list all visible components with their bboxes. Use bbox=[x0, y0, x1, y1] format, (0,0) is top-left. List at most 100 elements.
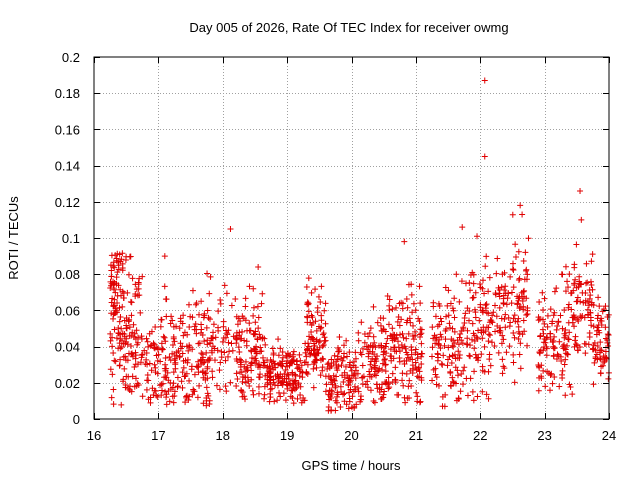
data-point bbox=[467, 375, 474, 382]
data-point bbox=[449, 374, 456, 381]
data-point bbox=[466, 308, 473, 315]
data-point bbox=[412, 346, 419, 353]
data-point bbox=[576, 278, 583, 285]
data-point bbox=[461, 315, 468, 322]
chart-title: Day 005 of 2026, Rate Of TEC Index for r… bbox=[189, 20, 508, 35]
data-point bbox=[203, 384, 210, 391]
data-point bbox=[457, 388, 464, 395]
data-point bbox=[162, 355, 169, 362]
data-point bbox=[418, 374, 425, 381]
data-point bbox=[387, 332, 394, 339]
data-point bbox=[553, 356, 560, 363]
data-point bbox=[281, 370, 288, 377]
data-point bbox=[115, 324, 122, 331]
data-point bbox=[334, 356, 341, 363]
data-point bbox=[469, 294, 476, 301]
data-point bbox=[455, 396, 462, 403]
data-point bbox=[551, 288, 558, 295]
x-tick-label: 20 bbox=[344, 428, 358, 443]
data-point bbox=[504, 295, 511, 302]
x-tick-label: 22 bbox=[473, 428, 487, 443]
data-point bbox=[541, 320, 548, 327]
x-tick-label: 19 bbox=[280, 428, 294, 443]
data-point bbox=[132, 361, 139, 368]
data-point bbox=[128, 312, 135, 319]
data-point bbox=[562, 327, 569, 334]
data-point bbox=[379, 394, 386, 401]
y-tick-label: 0.06 bbox=[55, 303, 80, 318]
data-point bbox=[377, 322, 384, 329]
x-tick-label: 24 bbox=[602, 428, 616, 443]
data-point bbox=[571, 264, 578, 271]
data-point bbox=[402, 399, 409, 406]
data-point bbox=[542, 339, 549, 346]
data-point bbox=[562, 346, 569, 353]
data-point bbox=[588, 258, 595, 265]
data-point bbox=[571, 337, 578, 344]
data-point bbox=[259, 290, 266, 297]
data-point bbox=[447, 370, 454, 377]
data-point bbox=[115, 259, 122, 266]
data-point bbox=[259, 334, 266, 341]
data-point bbox=[389, 370, 396, 377]
data-point bbox=[118, 344, 125, 351]
data-point bbox=[161, 283, 168, 290]
data-point bbox=[365, 333, 372, 340]
data-point bbox=[386, 296, 393, 303]
data-point bbox=[383, 340, 390, 347]
data-point bbox=[597, 339, 604, 346]
data-point bbox=[138, 352, 145, 359]
data-point bbox=[242, 295, 249, 302]
data-point bbox=[183, 343, 190, 350]
data-point bbox=[277, 379, 284, 386]
data-point bbox=[594, 343, 601, 350]
data-point bbox=[489, 319, 496, 326]
data-point bbox=[275, 336, 282, 343]
data-point bbox=[107, 366, 114, 373]
data-point bbox=[307, 350, 314, 357]
data-point bbox=[292, 380, 299, 387]
data-point bbox=[224, 331, 231, 338]
data-point bbox=[338, 388, 345, 395]
data-point bbox=[404, 304, 411, 311]
data-point bbox=[482, 302, 489, 309]
data-point bbox=[168, 313, 175, 320]
data-point bbox=[133, 327, 140, 334]
data-point bbox=[511, 312, 518, 319]
data-point bbox=[561, 334, 568, 341]
data-point bbox=[502, 324, 509, 331]
data-point bbox=[173, 349, 180, 356]
data-point bbox=[574, 347, 581, 354]
data-point bbox=[450, 307, 457, 314]
data-point bbox=[328, 407, 335, 414]
data-point bbox=[382, 356, 389, 363]
data-point bbox=[264, 370, 271, 377]
data-point bbox=[261, 395, 268, 402]
data-point bbox=[219, 338, 226, 345]
data-point bbox=[110, 386, 117, 393]
data-point bbox=[148, 328, 155, 335]
data-point bbox=[216, 386, 223, 393]
data-point bbox=[562, 263, 569, 270]
data-point bbox=[549, 339, 556, 346]
data-point bbox=[382, 368, 389, 375]
data-point bbox=[294, 365, 301, 372]
data-point bbox=[320, 330, 327, 337]
data-point bbox=[548, 370, 555, 377]
data-point bbox=[121, 365, 128, 372]
data-point bbox=[597, 356, 604, 363]
data-point bbox=[571, 323, 578, 330]
data-point bbox=[562, 392, 569, 399]
data-point bbox=[125, 373, 132, 380]
data-point bbox=[547, 387, 554, 394]
data-point bbox=[352, 375, 359, 382]
data-point bbox=[395, 338, 402, 345]
data-point bbox=[443, 313, 450, 320]
data-point bbox=[176, 354, 183, 361]
data-point bbox=[588, 322, 595, 329]
data-point bbox=[551, 309, 558, 316]
data-point bbox=[125, 385, 132, 392]
data-point bbox=[283, 352, 290, 359]
data-point bbox=[256, 361, 263, 368]
data-point bbox=[491, 343, 498, 350]
